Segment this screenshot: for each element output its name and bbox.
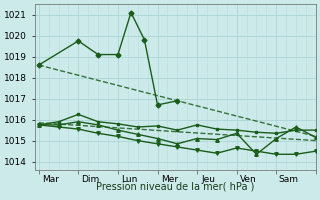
X-axis label: Pression niveau de la mer( hPa ): Pression niveau de la mer( hPa ) bbox=[96, 182, 254, 192]
